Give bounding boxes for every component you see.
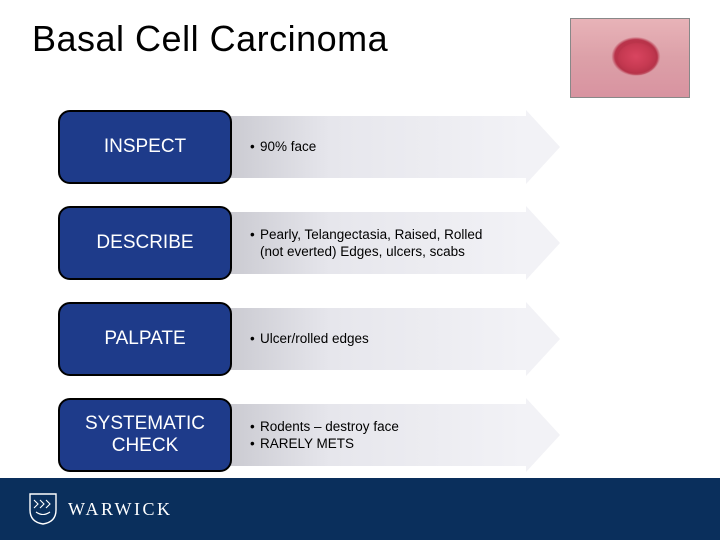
warwick-logo-text: WARWICK — [68, 499, 173, 520]
bullets-palpate: •Ulcer/rolled edges — [232, 330, 507, 347]
footer-bar: WARWICK — [0, 478, 720, 540]
label-inspect: INSPECT — [58, 110, 232, 184]
bullet-text: RARELY METS — [260, 435, 354, 452]
arrow-systematic-check: •Rodents – destroy face •RARELY METS — [232, 398, 548, 472]
label-systematic-check: SYSTEMATIC CHECK — [58, 398, 232, 472]
row-palpate: PALPATE •Ulcer/rolled edges — [58, 302, 548, 376]
label-palpate: PALPATE — [58, 302, 232, 376]
bullet-text: Ulcer/rolled edges — [260, 330, 369, 347]
bullet-text: Pearly, Telangectasia, Raised, Rolled (n… — [260, 226, 507, 261]
lesion-photo — [570, 18, 690, 98]
bullet-text: 90% face — [260, 138, 316, 155]
label-describe: DESCRIBE — [58, 206, 232, 280]
bullets-systematic-check: •Rodents – destroy face •RARELY METS — [232, 418, 507, 453]
warwick-crest-icon — [28, 492, 58, 526]
bullets-inspect: •90% face — [232, 138, 507, 155]
row-systematic-check: SYSTEMATIC CHECK •Rodents – destroy face… — [58, 398, 548, 472]
process-rows: INSPECT •90% face DESCRIBE •Pearly, Tela… — [58, 110, 548, 494]
page-title: Basal Cell Carcinoma — [32, 18, 388, 60]
arrow-describe: •Pearly, Telangectasia, Raised, Rolled (… — [232, 206, 548, 280]
bullet-text: Rodents – destroy face — [260, 418, 399, 435]
bullets-describe: •Pearly, Telangectasia, Raised, Rolled (… — [232, 226, 507, 261]
arrow-inspect: •90% face — [232, 110, 548, 184]
row-describe: DESCRIBE •Pearly, Telangectasia, Raised,… — [58, 206, 548, 280]
arrow-palpate: •Ulcer/rolled edges — [232, 302, 548, 376]
row-inspect: INSPECT •90% face — [58, 110, 548, 184]
warwick-logo: WARWICK — [28, 492, 173, 526]
